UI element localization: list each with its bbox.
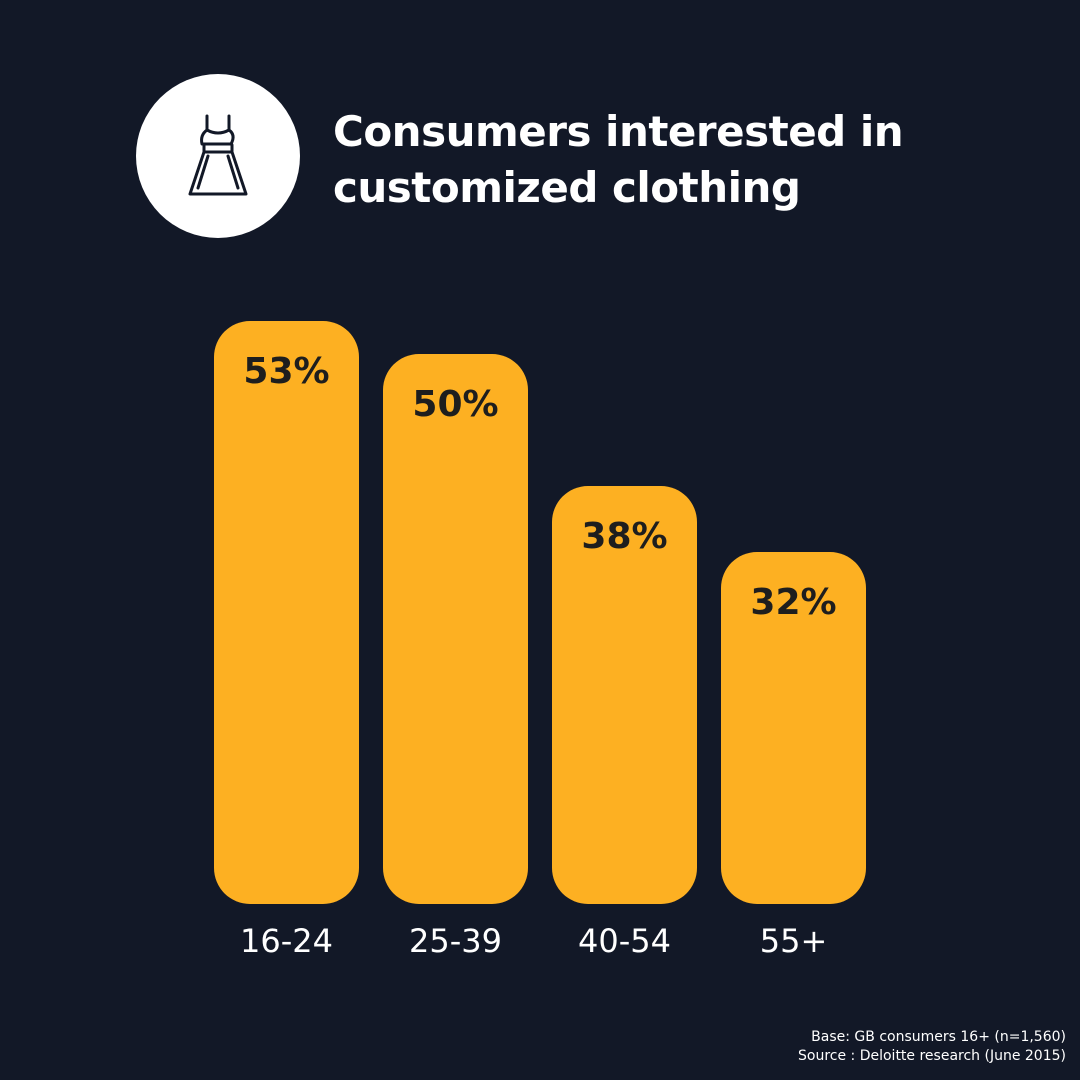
chart-title-line-1: Consumers interested in [333,107,904,156]
chart-title-line-2: customized clothing [333,163,801,212]
footnote-base: Base: GB consumers 16+ (n=1,560) [811,1029,1066,1045]
category-label: 40-54 [578,922,671,960]
footnote-source: Source : Deloitte research (June 2015) [798,1048,1066,1064]
category-label: 55+ [760,922,828,960]
value-label: 38% [581,516,667,557]
footnote: Base: GB consumers 16+ (n=1,560) Source … [798,1028,1066,1066]
bar-16-24 [214,321,359,904]
icon-badge [136,74,300,238]
value-label: 53% [243,351,329,392]
chart-title: Consumers interested in customized cloth… [333,104,1053,216]
category-label: 25-39 [409,922,502,960]
category-label: 16-24 [240,922,333,960]
bar-25-39 [383,354,528,904]
bar-55+ [721,552,866,904]
dress-icon [188,114,248,196]
value-label: 32% [750,582,836,623]
value-label: 50% [412,384,498,425]
bar-40-54 [552,486,697,904]
